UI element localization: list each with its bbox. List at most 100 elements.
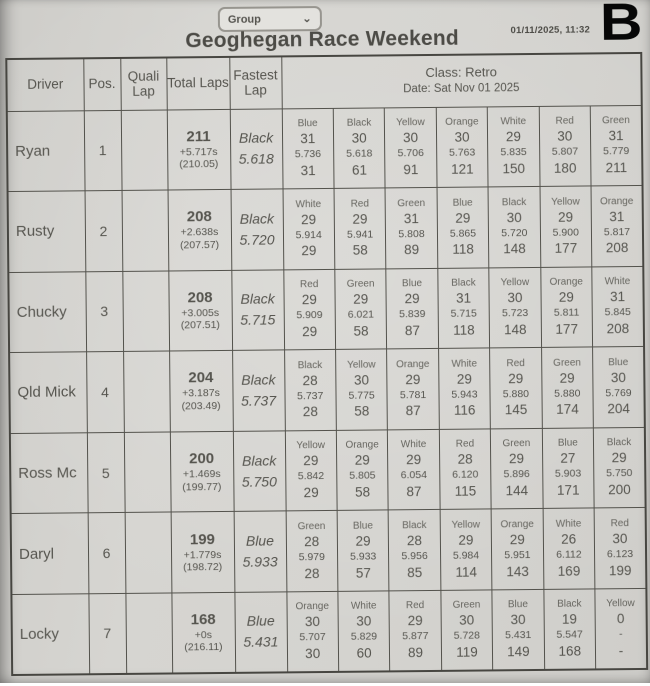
- segment-best-time: 5.845: [593, 306, 643, 320]
- segment-color-label: Green: [491, 437, 542, 451]
- segment-cumulative: 119: [442, 643, 493, 661]
- total-laps-value: 208: [168, 208, 230, 227]
- segment-laps: 31: [282, 130, 333, 148]
- segment-cumulative: 31: [283, 162, 334, 180]
- total-laps-cell: 204+3.187s(203.49): [169, 351, 233, 432]
- segment-laps: 29: [388, 371, 439, 389]
- class-label: Class: Retro: [282, 64, 641, 82]
- segment-laps: 29: [439, 370, 490, 388]
- total-laps-cell: 208+3.005s(207.51): [168, 270, 232, 351]
- segment-laps: 31: [593, 288, 643, 306]
- fastest-lap-time: 5.737: [233, 390, 284, 411]
- quali-lap-cell: [122, 190, 169, 271]
- segment-color-label: Black: [489, 195, 540, 209]
- segment-best-time: 5.956: [389, 550, 440, 564]
- segment-cumulative: 211: [591, 159, 641, 177]
- segment-laps: 31: [386, 210, 437, 228]
- segment-cumulative: 208: [592, 239, 642, 257]
- total-laps-value: 208: [169, 289, 231, 308]
- position-cell: 5: [87, 432, 125, 513]
- segment-best-time: 5.807: [540, 145, 591, 159]
- segment-color-label: Green: [335, 277, 386, 291]
- segment-best-time: 5.933: [338, 550, 389, 564]
- segment-cumulative: 208: [593, 320, 643, 338]
- segment-cumulative: 148: [489, 240, 540, 258]
- segment-color-label: Black: [544, 598, 595, 612]
- average-value: (216.11): [172, 641, 234, 654]
- gap-value: +5.717s: [168, 146, 230, 159]
- segment-laps: 26: [543, 530, 594, 548]
- segment-best-time: 5.914: [283, 228, 334, 242]
- segment-best-time: 5.808: [386, 227, 437, 241]
- segment-cumulative: 87: [389, 483, 440, 501]
- segment-laps: 28: [389, 532, 440, 550]
- segment-color-label: Yellow: [285, 439, 336, 453]
- total-laps-value: 168: [172, 611, 234, 630]
- segment-color-label: Blue: [593, 356, 643, 370]
- header-total-laps: Total Laps: [166, 57, 229, 110]
- segment-best-time: 5.769: [593, 387, 643, 401]
- segment-laps: 30: [540, 128, 591, 146]
- driver-name-cell: Daryl: [11, 513, 89, 594]
- total-laps-value: 204: [170, 369, 232, 388]
- segment-laps: 30: [489, 209, 540, 227]
- segment-color-label: Orange: [287, 600, 338, 614]
- segment-best-time: 6.021: [336, 308, 387, 322]
- segment-cumulative: 87: [388, 402, 439, 420]
- fastest-lap-color: Black: [234, 450, 285, 471]
- header-fastest-lap: Fastest Lap: [229, 56, 281, 108]
- header-pos: Pos.: [83, 58, 120, 110]
- segment-color-label: Green: [591, 114, 641, 128]
- driver-name-cell: Rusty: [8, 191, 86, 272]
- segment-best-time: 5.896: [491, 468, 542, 482]
- segment-best-time: 5.715: [438, 307, 489, 321]
- segment-cumulative: 58: [336, 322, 387, 340]
- average-value: (210.05): [168, 158, 230, 171]
- segment-cumulative: 28: [287, 565, 338, 583]
- average-value: (198.72): [172, 561, 234, 574]
- segment-cumulative: 89: [390, 644, 441, 662]
- segment-laps: 29: [438, 209, 489, 227]
- segment-color-label: Red: [539, 114, 590, 128]
- total-laps-cell: 199+1.779s(198.72): [171, 512, 235, 593]
- segment-cumulative: 118: [438, 241, 489, 259]
- segment-color-label: Blue: [437, 196, 488, 210]
- segment-cumulative: -: [596, 642, 646, 660]
- segment-laps: 29: [388, 451, 439, 469]
- segment-color-label: White: [283, 197, 334, 211]
- segment-best-time: 5.723: [490, 307, 541, 321]
- segment-best-time: 6.112: [544, 548, 595, 562]
- segment-best-time: 5.943: [439, 388, 490, 402]
- segment-laps: 30: [287, 613, 338, 631]
- segment-color-label: Black: [438, 276, 489, 290]
- fastest-lap-time: 5.750: [234, 471, 285, 492]
- segment-cumulative: 89: [386, 241, 437, 259]
- segment-best-time: 5.941: [335, 228, 386, 242]
- header-quali-lap: Quali Lap: [120, 58, 166, 110]
- fastest-lap-color: Black: [232, 289, 283, 310]
- segment-cumulative: 168: [545, 642, 596, 660]
- segment-cumulative: 144: [492, 482, 543, 500]
- segment-color-label: Red: [595, 517, 645, 531]
- gap-value: +1.779s: [171, 548, 233, 561]
